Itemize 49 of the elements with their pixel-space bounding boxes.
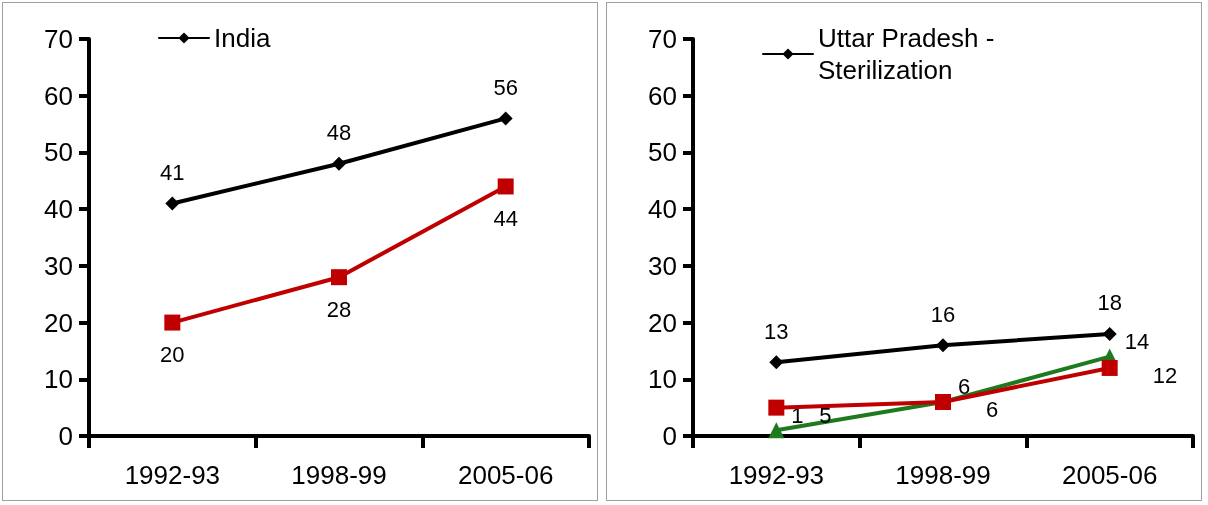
x-tick-label: 2005-06 xyxy=(1061,460,1158,490)
data-label: 28 xyxy=(326,296,352,322)
legend-label: India xyxy=(214,23,271,53)
x-tick-label: 1998-99 xyxy=(291,460,387,490)
point xyxy=(1101,359,1118,376)
data-label: 20 xyxy=(160,342,185,368)
y-tick-label: 20 xyxy=(44,307,73,338)
y-tick-label: 70 xyxy=(44,24,73,54)
data-label: 13 xyxy=(764,318,789,344)
y-tick-label: 10 xyxy=(44,364,73,395)
y-tick-label: 30 xyxy=(648,250,677,281)
point xyxy=(936,338,950,353)
legend-label: Uttar Pradesh - Sterilization xyxy=(818,23,1002,85)
data-label: 6 xyxy=(958,374,971,400)
y-tick-label: 0 xyxy=(662,421,677,451)
data-label: 16 xyxy=(930,301,956,327)
data-label: 56 xyxy=(493,74,518,100)
data-label: 6 xyxy=(986,397,999,423)
y-tick-label: 60 xyxy=(648,80,677,111)
y-tick-label: 70 xyxy=(648,24,677,54)
y-tick-label: 50 xyxy=(44,137,73,168)
x-tick-label: 1998-99 xyxy=(895,460,991,490)
data-label: 48 xyxy=(326,120,352,146)
data-label: 44 xyxy=(493,205,518,231)
point xyxy=(332,156,346,171)
point xyxy=(165,196,180,211)
data-label: 41 xyxy=(160,159,185,185)
point xyxy=(768,422,785,439)
y-tick-label: 50 xyxy=(648,137,677,168)
x-tick-label: 1992-93 xyxy=(124,460,221,490)
data-label: 12 xyxy=(1152,363,1178,389)
y-tick-label: 0 xyxy=(58,421,73,451)
y-tick-label: 60 xyxy=(44,80,73,111)
x-tick-label: 2005-06 xyxy=(457,460,554,490)
point xyxy=(769,355,784,370)
y-tick-label: 20 xyxy=(648,307,677,338)
x-tick-label: 1992-93 xyxy=(728,460,825,490)
point xyxy=(498,111,513,126)
point xyxy=(768,399,785,416)
y-tick-label: 40 xyxy=(44,194,73,225)
point xyxy=(331,269,347,286)
point xyxy=(497,178,514,195)
y-tick-label: 40 xyxy=(648,194,677,225)
y-tick-label: 30 xyxy=(44,250,73,281)
data-label: 18 xyxy=(1097,290,1122,316)
data-label: 14 xyxy=(1124,329,1150,355)
point xyxy=(1102,326,1117,341)
y-tick-label: 10 xyxy=(648,364,677,395)
point xyxy=(164,314,181,331)
